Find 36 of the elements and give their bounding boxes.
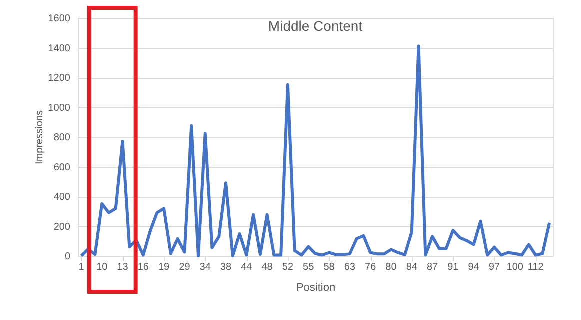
y-tick-label: 1200 xyxy=(48,73,71,84)
x-tick-label: 80 xyxy=(386,262,398,273)
y-tick-label: 400 xyxy=(54,192,71,203)
x-axis-title: Position xyxy=(296,282,336,294)
y-tick-label: 600 xyxy=(54,162,71,174)
x-tick-label: 91 xyxy=(448,262,460,273)
y-tick-label: 800 xyxy=(54,132,71,144)
x-tick-label: 63 xyxy=(344,262,356,273)
x-tick-label: 48 xyxy=(262,262,274,273)
x-tick-label: 29 xyxy=(179,262,191,273)
chart-title: Middle Content xyxy=(268,18,363,34)
y-tick-label: 1400 xyxy=(48,43,71,54)
x-tick-label: 97 xyxy=(488,262,500,273)
x-tick-label: 52 xyxy=(282,262,294,273)
y-tick-label: 0 xyxy=(64,252,71,262)
x-tick-label: 34 xyxy=(200,262,212,273)
x-tick-label: 1 xyxy=(78,262,85,273)
x-tick-label: 84 xyxy=(406,262,418,273)
x-tick-label: 10 xyxy=(96,262,108,273)
x-tick-label: 55 xyxy=(303,262,315,273)
y-tick-label: 1000 xyxy=(48,102,71,114)
x-tick-label: 19 xyxy=(158,262,170,273)
x-tick-label: 76 xyxy=(365,262,377,273)
line-series xyxy=(80,44,552,258)
x-tick-label: 94 xyxy=(468,262,480,273)
x-tick-label: 13 xyxy=(117,262,129,273)
x-tick-label: 44 xyxy=(241,262,253,273)
x-tick-label: 58 xyxy=(324,262,336,273)
y-tick-label: 200 xyxy=(54,222,71,233)
y-tick-label: 1600 xyxy=(48,14,71,24)
x-tick-label: 87 xyxy=(426,262,439,273)
x-tick-label: 16 xyxy=(138,262,150,273)
y-axis-title: Impressions xyxy=(34,110,46,164)
x-tick-label: 38 xyxy=(220,262,232,273)
x-tick-label: 100 xyxy=(506,262,524,273)
x-tick-label: 112 xyxy=(528,262,544,273)
